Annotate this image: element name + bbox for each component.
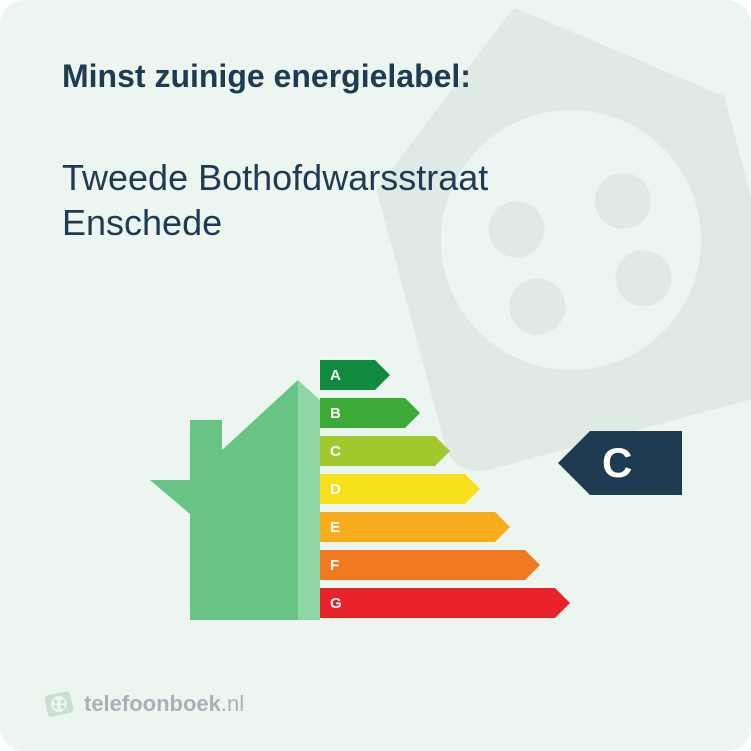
house-icon — [150, 380, 320, 620]
energy-label-card: Minst zuinige energielabel: Tweede Botho… — [0, 0, 751, 751]
bar-row-b: B — [320, 398, 555, 428]
location-line2: Enschede — [62, 202, 222, 243]
footer-brand-bold: telefoonboek — [84, 691, 221, 716]
badge-arrow — [558, 431, 590, 495]
bar-c: C — [320, 436, 435, 466]
location-text: Tweede Bothofdwarsstraat Enschede — [62, 155, 488, 245]
bar-row-f: F — [320, 550, 555, 580]
bar-e: E — [320, 512, 495, 542]
card-title: Minst zuinige energielabel: — [62, 58, 471, 95]
bar-b: B — [320, 398, 405, 428]
energy-bars: ABCDEFG — [320, 360, 555, 626]
bar-row-d: D — [320, 474, 555, 504]
energy-chart: ABCDEFG C — [150, 360, 610, 640]
badge-letter: C — [590, 431, 682, 495]
location-line1: Tweede Bothofdwarsstraat — [62, 157, 488, 198]
bar-f: F — [320, 550, 525, 580]
footer-brand-light: .nl — [221, 691, 244, 716]
bar-row-a: A — [320, 360, 555, 390]
bar-g: G — [320, 588, 555, 618]
rating-badge: C — [558, 431, 682, 495]
bar-row-e: E — [320, 512, 555, 542]
bar-row-c: C — [320, 436, 555, 466]
bar-a: A — [320, 360, 375, 390]
bar-d: D — [320, 474, 465, 504]
footer: telefoonboek.nl — [44, 689, 244, 719]
bar-row-g: G — [320, 588, 555, 618]
footer-brand: telefoonboek.nl — [84, 691, 244, 717]
footer-logo-icon — [44, 689, 74, 719]
